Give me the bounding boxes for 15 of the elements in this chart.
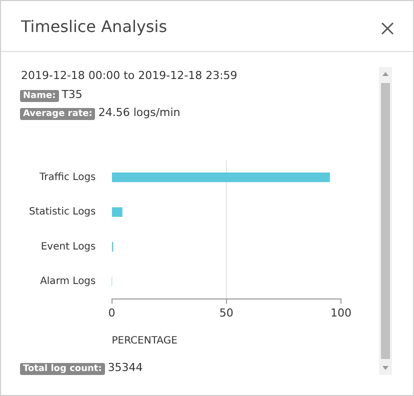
x-axis-title: PERCENTAGE — [112, 336, 178, 347]
text: Total log count: 35344 — [22, 361, 143, 375]
x-tick-label: 50 — [219, 306, 234, 320]
x-tick-label: 0 — [108, 306, 116, 320]
y-tick-label: Alarm Logs — [40, 276, 96, 288]
y-tick-label: Statistic Logs — [28, 206, 96, 218]
text: Average rate: 24.56 logs/min — [22, 106, 180, 120]
chart-subtitle: 2019-12-18 00:00 to 2019-12-18 23:59 — [21, 69, 238, 82]
text: Name: T35 — [22, 88, 82, 102]
x-tick-label: 100 — [330, 306, 352, 320]
y-tick-label: Event Logs — [40, 241, 96, 252]
bar — [112, 207, 122, 217]
y-tick-label: Traffic Logs — [38, 172, 96, 183]
chart-title: Timeslice Analysis — [21, 17, 168, 36]
bar — [112, 172, 330, 182]
